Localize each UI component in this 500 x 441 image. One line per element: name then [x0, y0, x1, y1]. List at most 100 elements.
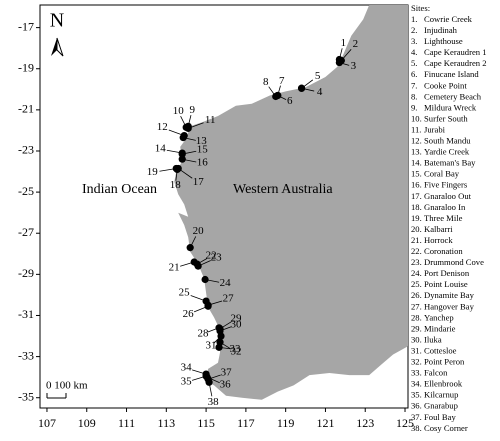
- legend-name: Point Peron: [424, 357, 465, 367]
- legend-key: 20.: [411, 224, 422, 234]
- scale-bar: [46, 393, 67, 399]
- x-tick-label: 119: [277, 416, 295, 430]
- site-marker: [215, 343, 223, 351]
- site-label: 24: [220, 277, 232, 289]
- x-tick-label: 111: [118, 416, 135, 430]
- legend-name: Yanchep: [424, 312, 454, 322]
- site-label: 32: [231, 346, 242, 358]
- y-tick-label: -31: [18, 307, 34, 321]
- y-tick-label: -19: [18, 60, 34, 74]
- legend-name: Injudinah: [424, 25, 458, 35]
- legend-key: 14.: [411, 158, 422, 168]
- legend-name: Cape Keraudren 2: [424, 58, 487, 68]
- landmass: [174, 5, 408, 400]
- site-label: 18: [170, 179, 182, 191]
- site-label: 12: [157, 121, 168, 133]
- legend-key: 13.: [411, 147, 422, 157]
- site-label: 10: [173, 105, 185, 117]
- legend-key: 5.: [411, 58, 417, 68]
- legend-key: 24.: [411, 268, 422, 278]
- legend-key: 16.: [411, 180, 422, 190]
- site-marker: [205, 378, 213, 386]
- site-label: 21: [169, 262, 180, 274]
- legend-key: 2.: [411, 25, 417, 35]
- y-tick-label: -27: [18, 225, 34, 239]
- site-label: 14: [155, 143, 167, 155]
- x-tick-label: 125: [396, 416, 414, 430]
- legend-name: Gnaraloo In: [424, 202, 466, 212]
- legend-name: Three Mile: [424, 213, 463, 223]
- site-label: 37: [221, 367, 233, 379]
- site-label: 20: [193, 225, 205, 237]
- legend-key: 1.: [411, 14, 417, 24]
- legend-key: 29.: [411, 323, 422, 333]
- scale-label: 0 100 km: [46, 380, 88, 392]
- legend-name: Mildura Wreck: [424, 102, 477, 112]
- site-label: 8: [263, 76, 269, 88]
- site-label: 3: [351, 60, 357, 72]
- site-label: 9: [189, 104, 195, 116]
- legend-key: 7.: [411, 80, 417, 90]
- site-label: 7: [279, 75, 285, 87]
- legend-name: Lighthouse: [424, 36, 463, 46]
- x-tick-label: 113: [158, 416, 176, 430]
- legend-name: Yardie Creek: [424, 147, 470, 157]
- legend-key: 35.: [411, 390, 422, 400]
- site-marker: [201, 275, 209, 284]
- legend-name: Dynamite Bay: [424, 290, 475, 300]
- legend-name: Ellenbrook: [424, 379, 463, 389]
- legend-name: Port Denison: [424, 268, 470, 278]
- ocean-label: Indian Ocean: [82, 182, 157, 197]
- site-label: 31: [206, 340, 217, 352]
- legend-name: Iluka: [424, 334, 442, 344]
- site-label: 33: [230, 343, 242, 355]
- site-label: 38: [208, 396, 220, 408]
- legend-name: Cape Keraudren 1: [424, 47, 487, 57]
- legend-name: Cemetery Beach: [424, 91, 482, 101]
- legend-key: 30.: [411, 334, 422, 344]
- legend-key: 37.: [411, 412, 422, 422]
- legend-key: 34.: [411, 379, 422, 389]
- legend-name: Cottesloe: [424, 345, 457, 355]
- site-marker: [178, 155, 186, 163]
- legend-key: 15.: [411, 169, 422, 179]
- site-label: 13: [196, 135, 208, 147]
- site-marker: [335, 58, 343, 67]
- legend-name: Coral Bay: [424, 169, 460, 179]
- site-label: 28: [198, 327, 210, 339]
- legend-key: 21.: [411, 235, 422, 245]
- legend-name: Jurabi: [424, 124, 446, 134]
- legend-key: 17.: [411, 191, 422, 201]
- legend-key: 28.: [411, 312, 422, 322]
- y-tick-label: -35: [18, 389, 34, 403]
- site-label: 36: [220, 379, 232, 391]
- legend-key: 9.: [411, 102, 417, 112]
- site-label: 27: [223, 293, 235, 305]
- legend-name: Point Louise: [424, 279, 468, 289]
- site-label: 26: [183, 308, 195, 320]
- legend-name: Horrock: [424, 235, 453, 245]
- legend-name: Cooke Point: [424, 80, 467, 90]
- legend-name: Bateman's Bay: [424, 158, 476, 168]
- legend-key: 12.: [411, 136, 422, 146]
- y-tick-label: -33: [18, 348, 34, 362]
- site-marker: [179, 134, 187, 142]
- x-tick-label: 115: [197, 416, 215, 430]
- legend-key: 36.: [411, 401, 422, 411]
- y-tick-label: -23: [18, 143, 34, 157]
- legend-name: Cowrie Creek: [424, 14, 473, 24]
- site-label: 25: [179, 287, 191, 299]
- legend-key: 38.: [411, 423, 422, 433]
- legend-name: Surfer South: [424, 113, 468, 123]
- y-tick-label: -25: [18, 184, 34, 198]
- region-label: Western Australia: [233, 182, 333, 197]
- legend-key: 32.: [411, 357, 422, 367]
- site-marker: [204, 301, 212, 309]
- site-marker: [184, 124, 192, 132]
- legend-name: Kilcarnup: [424, 390, 458, 400]
- legend-name: Kalbarri: [424, 224, 453, 234]
- legend-key: 11.: [411, 124, 421, 134]
- site-label: 15: [197, 144, 209, 156]
- legend-key: 4.: [411, 47, 417, 57]
